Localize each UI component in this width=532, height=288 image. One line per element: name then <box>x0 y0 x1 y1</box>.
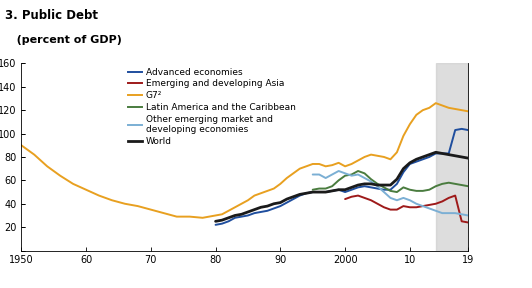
Bar <box>436 63 468 251</box>
Text: 3. Public Debt: 3. Public Debt <box>5 9 98 22</box>
Text: (percent of GDP): (percent of GDP) <box>5 35 122 45</box>
Legend: Advanced economies, Emerging and developing Asia, G7², Latin America and the Car: Advanced economies, Emerging and develop… <box>124 64 300 149</box>
